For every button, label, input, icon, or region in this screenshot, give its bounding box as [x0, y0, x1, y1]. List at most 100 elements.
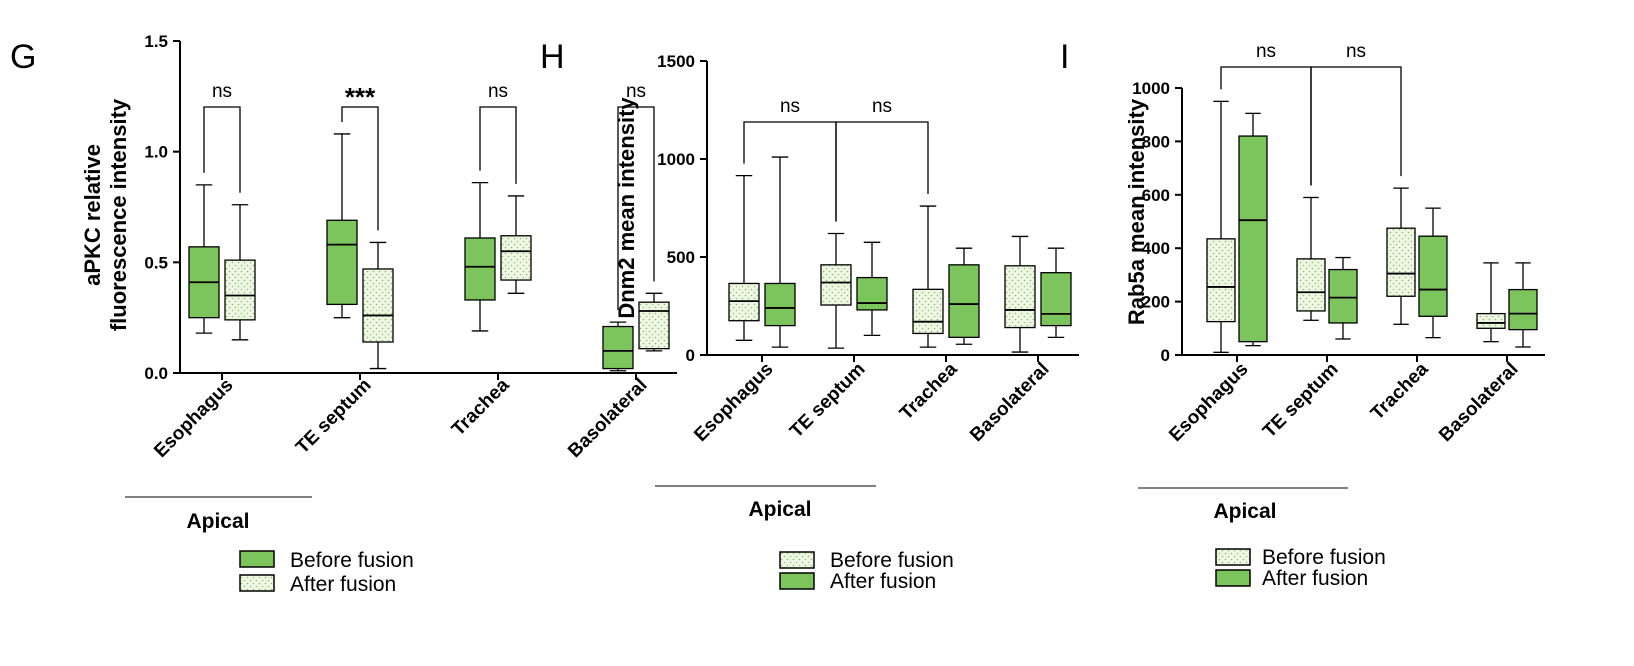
- box-iqr: [1386, 227, 1416, 297]
- box-iqr: [820, 264, 852, 306]
- x-tick-label: Trachea: [896, 358, 962, 424]
- box-iqr: [500, 235, 532, 281]
- box-plot: [1040, 247, 1072, 339]
- y-tick-label: 1000: [1132, 79, 1170, 98]
- y-axis-label: aPKC relative: [80, 144, 105, 286]
- box-plot: [1004, 235, 1036, 353]
- box-plot: [1206, 100, 1236, 353]
- y-tick-label: 500: [667, 248, 695, 267]
- significance-bracket: ns: [1310, 41, 1402, 186]
- box-plot: [1508, 262, 1538, 348]
- x-tick-label: Basolateral: [1435, 359, 1522, 446]
- box-plot: [464, 182, 496, 332]
- box-iqr: [764, 282, 796, 327]
- box-plot: [1328, 256, 1358, 340]
- legend-swatch: [1215, 569, 1251, 587]
- box-iqr: [1296, 258, 1326, 312]
- x-tick-label: Trachea: [448, 374, 514, 440]
- significance-label: ns: [780, 96, 800, 117]
- y-tick-label: 1.0: [144, 143, 168, 162]
- y-tick-label: 0.0: [144, 364, 168, 383]
- x-tick-label: TE septum: [786, 359, 870, 443]
- box-iqr: [1476, 312, 1506, 329]
- significance-bracket: ns: [835, 96, 929, 222]
- y-tick-label: 0.5: [144, 253, 168, 272]
- panel-h: H Dnm2 mean intensity 0 500 1000 1500 Esopha…: [540, 38, 1079, 593]
- y-tick-label: 0: [1161, 346, 1170, 365]
- significance-label: ns: [626, 81, 646, 102]
- significance-bracket: ***: [341, 82, 379, 231]
- bracket-line: [341, 106, 379, 231]
- y-tick-label: 1000: [657, 150, 695, 169]
- legend-swatch: [239, 550, 275, 568]
- box-iqr: [1508, 288, 1538, 331]
- x-tick-label: Esophagus: [1165, 359, 1252, 446]
- significance-label: ns: [488, 81, 508, 102]
- group-label: Apical: [1213, 500, 1276, 523]
- legend-label: After fusion: [290, 573, 396, 596]
- box-plot: [602, 321, 634, 372]
- plot-area: 0 200 400 600 800 1000 Esophagus TE septum Trach…: [1132, 41, 1545, 446]
- legend: Before fusion After fusion: [1215, 546, 1386, 590]
- y-tick-label: 400: [1142, 239, 1170, 258]
- legend-swatch: [239, 574, 275, 592]
- box-iqr: [728, 282, 760, 322]
- significance-label: ns: [872, 96, 892, 117]
- box-plot: [856, 241, 888, 337]
- y-tick-label: 200: [1142, 293, 1170, 312]
- panel-letter: H: [540, 38, 565, 76]
- box-plot: [362, 241, 394, 370]
- panel-g: G aPKC relative fluorescence intensity 0…: [10, 32, 677, 596]
- legend-swatch: [779, 572, 815, 590]
- significance-bracket: ns: [203, 81, 241, 193]
- box-plot: [500, 195, 532, 294]
- bracket-line: [1310, 66, 1402, 186]
- box-plot: [224, 204, 256, 341]
- legend-label: Before fusion: [830, 549, 954, 572]
- legend-label: After fusion: [830, 570, 936, 593]
- box-iqr: [1206, 238, 1236, 323]
- y-axis-label: Dnm2 mean intensity: [614, 97, 639, 319]
- y-axis-label: Rab5a mean intensity: [1124, 98, 1149, 325]
- box-iqr: [362, 268, 394, 343]
- x-tick-label: Basolateral: [564, 375, 651, 462]
- box-iqr: [602, 325, 634, 370]
- group-label: Apical: [186, 510, 249, 533]
- plot-area: 0 500 1000 1500 Esophagus TE septum Trachea Bas…: [657, 52, 1079, 446]
- box-iqr: [1238, 135, 1268, 343]
- box-plot: [948, 247, 980, 345]
- x-tick-label: Basolateral: [966, 359, 1053, 446]
- y-tick-label: 800: [1142, 132, 1170, 151]
- x-tick-label: Esophagus: [150, 375, 237, 462]
- legend-swatch: [779, 551, 815, 569]
- bracket-line: [617, 106, 655, 311]
- legend-label: After fusion: [1262, 567, 1368, 590]
- box-iqr: [948, 264, 980, 339]
- box-plot: [912, 205, 944, 348]
- box-iqr: [638, 301, 670, 350]
- box-plot: [188, 184, 220, 334]
- significance-label: ns: [212, 81, 232, 102]
- significance-bracket: ns: [617, 81, 655, 311]
- box-plot: [1238, 112, 1268, 347]
- y-tick-label: 1500: [657, 52, 695, 71]
- box-iqr: [912, 288, 944, 335]
- box-iqr: [1040, 272, 1072, 327]
- bracket-line: [835, 121, 929, 222]
- y-tick-label: 600: [1142, 186, 1170, 205]
- box-plot: [326, 133, 358, 319]
- box-iqr: [224, 259, 256, 321]
- bracket-line: [479, 106, 517, 184]
- box-iqr: [1418, 235, 1448, 317]
- box-plot: [764, 156, 796, 348]
- box-iqr: [1004, 265, 1036, 329]
- bracket-line: [203, 106, 241, 193]
- x-tick-label: TE septum: [292, 375, 376, 459]
- box-iqr: [464, 237, 496, 301]
- box-plot: [820, 232, 852, 349]
- legend-swatch: [1215, 548, 1251, 566]
- box-plot: [1418, 207, 1448, 339]
- significance-label: ns: [1346, 41, 1366, 62]
- box-plot: [1386, 187, 1416, 325]
